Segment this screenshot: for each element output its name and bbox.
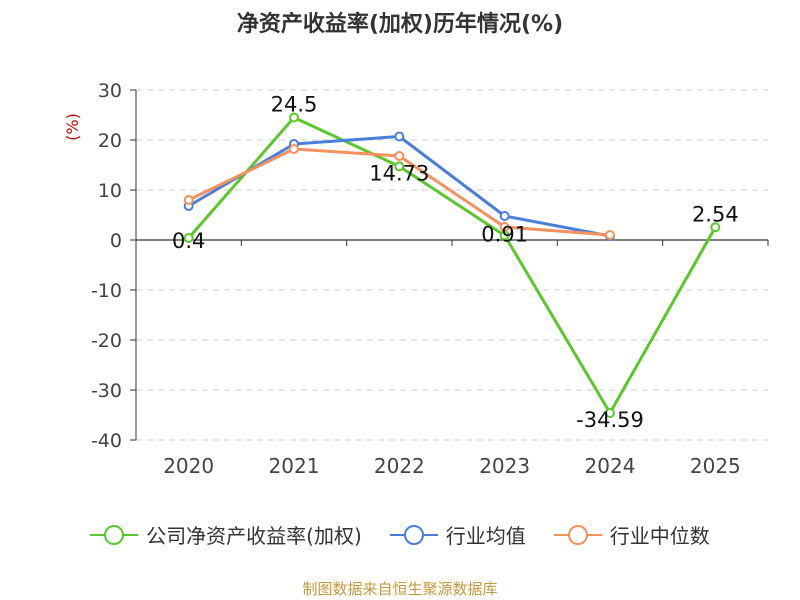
data-label: 24.5 xyxy=(271,93,318,117)
series-point-0 xyxy=(605,407,615,418)
series-point-2 xyxy=(394,151,405,161)
y-tick-label: -10 xyxy=(91,280,122,302)
x-tick-label: 2022 xyxy=(374,454,425,478)
series-point-0 xyxy=(394,161,405,172)
x-tick-label: 2021 xyxy=(269,454,320,478)
y-tick-label: 30 xyxy=(98,80,122,102)
y-tick-label: -40 xyxy=(91,430,122,452)
data-source-note: 制图数据来自恒生聚源数据库 xyxy=(302,580,498,598)
chart-title: 净资产收益率(加权)历年情况(%) xyxy=(236,12,564,37)
series-point-1 xyxy=(394,131,405,142)
data-label: -34.59 xyxy=(576,408,644,432)
y-tick-label: 0 xyxy=(110,230,122,252)
data-label: 0.4 xyxy=(172,229,205,253)
data-label: 14.73 xyxy=(369,161,429,185)
x-tick-label: 2023 xyxy=(479,454,530,478)
y-tick-label: 10 xyxy=(98,180,122,202)
series-point-0 xyxy=(183,233,194,243)
legend-item-industry-median[interactable]: 行业中位数 xyxy=(553,520,710,549)
legend-item-company[interactable]: 公司净资产收益率(加权) xyxy=(90,520,362,549)
x-tick-label: 2024 xyxy=(585,454,636,478)
chart-legend: 公司净资产收益率(加权) 行业均值 行业中位数 xyxy=(0,520,800,549)
data-label: 2.54 xyxy=(692,202,739,226)
x-tick-label: 2025 xyxy=(690,454,741,478)
legend-label-industry-median: 行业中位数 xyxy=(609,524,710,548)
y-tick-label: 20 xyxy=(98,130,122,152)
series-point-2 xyxy=(183,195,194,205)
legend-marker-industry-median xyxy=(553,524,602,545)
series-point-2 xyxy=(499,222,510,232)
legend-marker-company xyxy=(90,524,139,545)
legend-marker-industry-avg xyxy=(389,524,438,545)
series-line-0 xyxy=(187,116,717,415)
data-label: 0.91 xyxy=(481,222,528,246)
y-tick-label: -30 xyxy=(91,380,122,402)
legend-label-company: 公司净资产收益率(加权) xyxy=(146,524,362,548)
x-tick-label: 2020 xyxy=(163,454,214,478)
series-point-0 xyxy=(710,222,721,233)
series-point-0 xyxy=(289,112,299,123)
y-axis-unit-label: (%) xyxy=(63,113,82,141)
series-point-2 xyxy=(289,144,299,154)
legend-item-industry-avg[interactable]: 行业均值 xyxy=(389,520,526,549)
y-tick-label: -20 xyxy=(91,330,122,352)
series-point-1 xyxy=(499,211,510,221)
series-point-2 xyxy=(605,230,615,240)
legend-label-industry-avg: 行业均值 xyxy=(445,524,526,548)
